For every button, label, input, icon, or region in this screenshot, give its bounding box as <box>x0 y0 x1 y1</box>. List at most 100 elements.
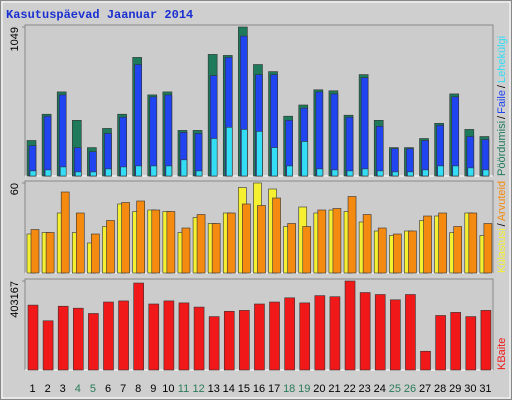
bar <box>75 212 85 274</box>
x-tick-label: 24 <box>374 383 386 395</box>
bar <box>164 94 173 177</box>
bar <box>286 165 293 177</box>
bar <box>254 303 265 371</box>
bar <box>57 305 69 371</box>
bar <box>467 167 475 177</box>
bar <box>450 312 462 371</box>
bar <box>242 203 251 274</box>
bar <box>330 93 339 177</box>
bar <box>347 196 357 274</box>
chart-title: Kasutuspäevad Jaanuar 2014 <box>6 8 193 22</box>
bar <box>284 297 295 371</box>
legend-entry: Lehekülgi <box>496 36 508 83</box>
bar <box>374 294 386 371</box>
legend-separator: / <box>496 222 508 226</box>
bar <box>59 166 67 177</box>
bar <box>239 310 250 371</box>
bar <box>148 303 160 371</box>
x-tick-label: 14 <box>223 383 235 395</box>
bar <box>135 165 142 177</box>
bar <box>103 301 114 371</box>
legend-separator: / <box>496 84 508 88</box>
bar <box>193 306 205 371</box>
bar <box>226 212 236 274</box>
bar <box>299 302 311 371</box>
bar <box>150 165 158 177</box>
x-tick-label: 2 <box>45 383 51 395</box>
x-tick-label: 3 <box>60 383 66 395</box>
bar <box>438 212 447 274</box>
legend-entry: Pöördumisi <box>496 121 508 176</box>
bar <box>359 292 371 371</box>
bar <box>269 301 280 371</box>
bar <box>181 227 191 274</box>
x-tick-label: 6 <box>105 383 111 395</box>
bar <box>377 227 387 274</box>
x-tick-label: 30 <box>464 383 476 395</box>
x-tick-label: 29 <box>449 383 461 395</box>
bar <box>136 200 145 274</box>
bar <box>376 170 384 177</box>
bar <box>405 294 416 371</box>
bar <box>407 171 414 177</box>
y-tick-label: 60 <box>9 183 21 195</box>
bar <box>42 320 54 371</box>
bar <box>287 223 296 274</box>
bar <box>118 300 129 371</box>
legend-entry: Külastusi <box>496 228 508 273</box>
legend-entry: Faile <box>496 90 508 114</box>
x-tick-label: 13 <box>208 383 220 395</box>
bar <box>331 169 339 177</box>
bar <box>45 232 55 274</box>
bar <box>43 115 52 177</box>
bar <box>302 226 312 274</box>
bar <box>105 168 112 177</box>
y-tick-label: 403167 <box>9 281 21 318</box>
bar <box>90 171 97 177</box>
bar <box>435 315 446 371</box>
bar <box>422 169 429 177</box>
bar <box>332 208 342 274</box>
legend-entry: KBaite <box>496 338 508 370</box>
bar <box>480 310 492 371</box>
bar <box>392 171 399 177</box>
bar <box>344 280 356 371</box>
bar <box>482 169 490 177</box>
bar <box>120 166 127 177</box>
bar <box>106 220 115 274</box>
bar <box>210 138 218 177</box>
bar <box>317 209 327 274</box>
bar <box>452 165 460 177</box>
x-tick-label: 10 <box>162 383 174 395</box>
bar <box>257 205 266 274</box>
bar <box>301 141 309 177</box>
bar <box>225 126 233 177</box>
bar <box>149 96 158 177</box>
bar <box>420 350 431 371</box>
bar <box>408 230 417 274</box>
bar <box>361 168 369 177</box>
bar <box>178 302 190 371</box>
x-tick-label: 17 <box>268 383 280 395</box>
x-tick-label: 12 <box>192 383 204 395</box>
bar <box>196 214 206 274</box>
x-tick-label: 21 <box>328 383 340 395</box>
legend-entry: Arvuteid <box>496 181 508 221</box>
bar <box>194 133 203 177</box>
bar <box>316 168 324 177</box>
bar <box>27 304 39 371</box>
bar <box>195 170 203 177</box>
bar <box>180 159 188 177</box>
x-tick-label: 22 <box>343 383 355 395</box>
bar <box>163 300 175 371</box>
bar <box>272 197 281 274</box>
bar <box>465 316 477 371</box>
bar <box>166 211 176 274</box>
bar <box>58 94 67 177</box>
bar <box>453 226 463 274</box>
bar <box>241 129 248 177</box>
x-tick-label: 28 <box>434 383 446 395</box>
bar <box>60 191 70 274</box>
